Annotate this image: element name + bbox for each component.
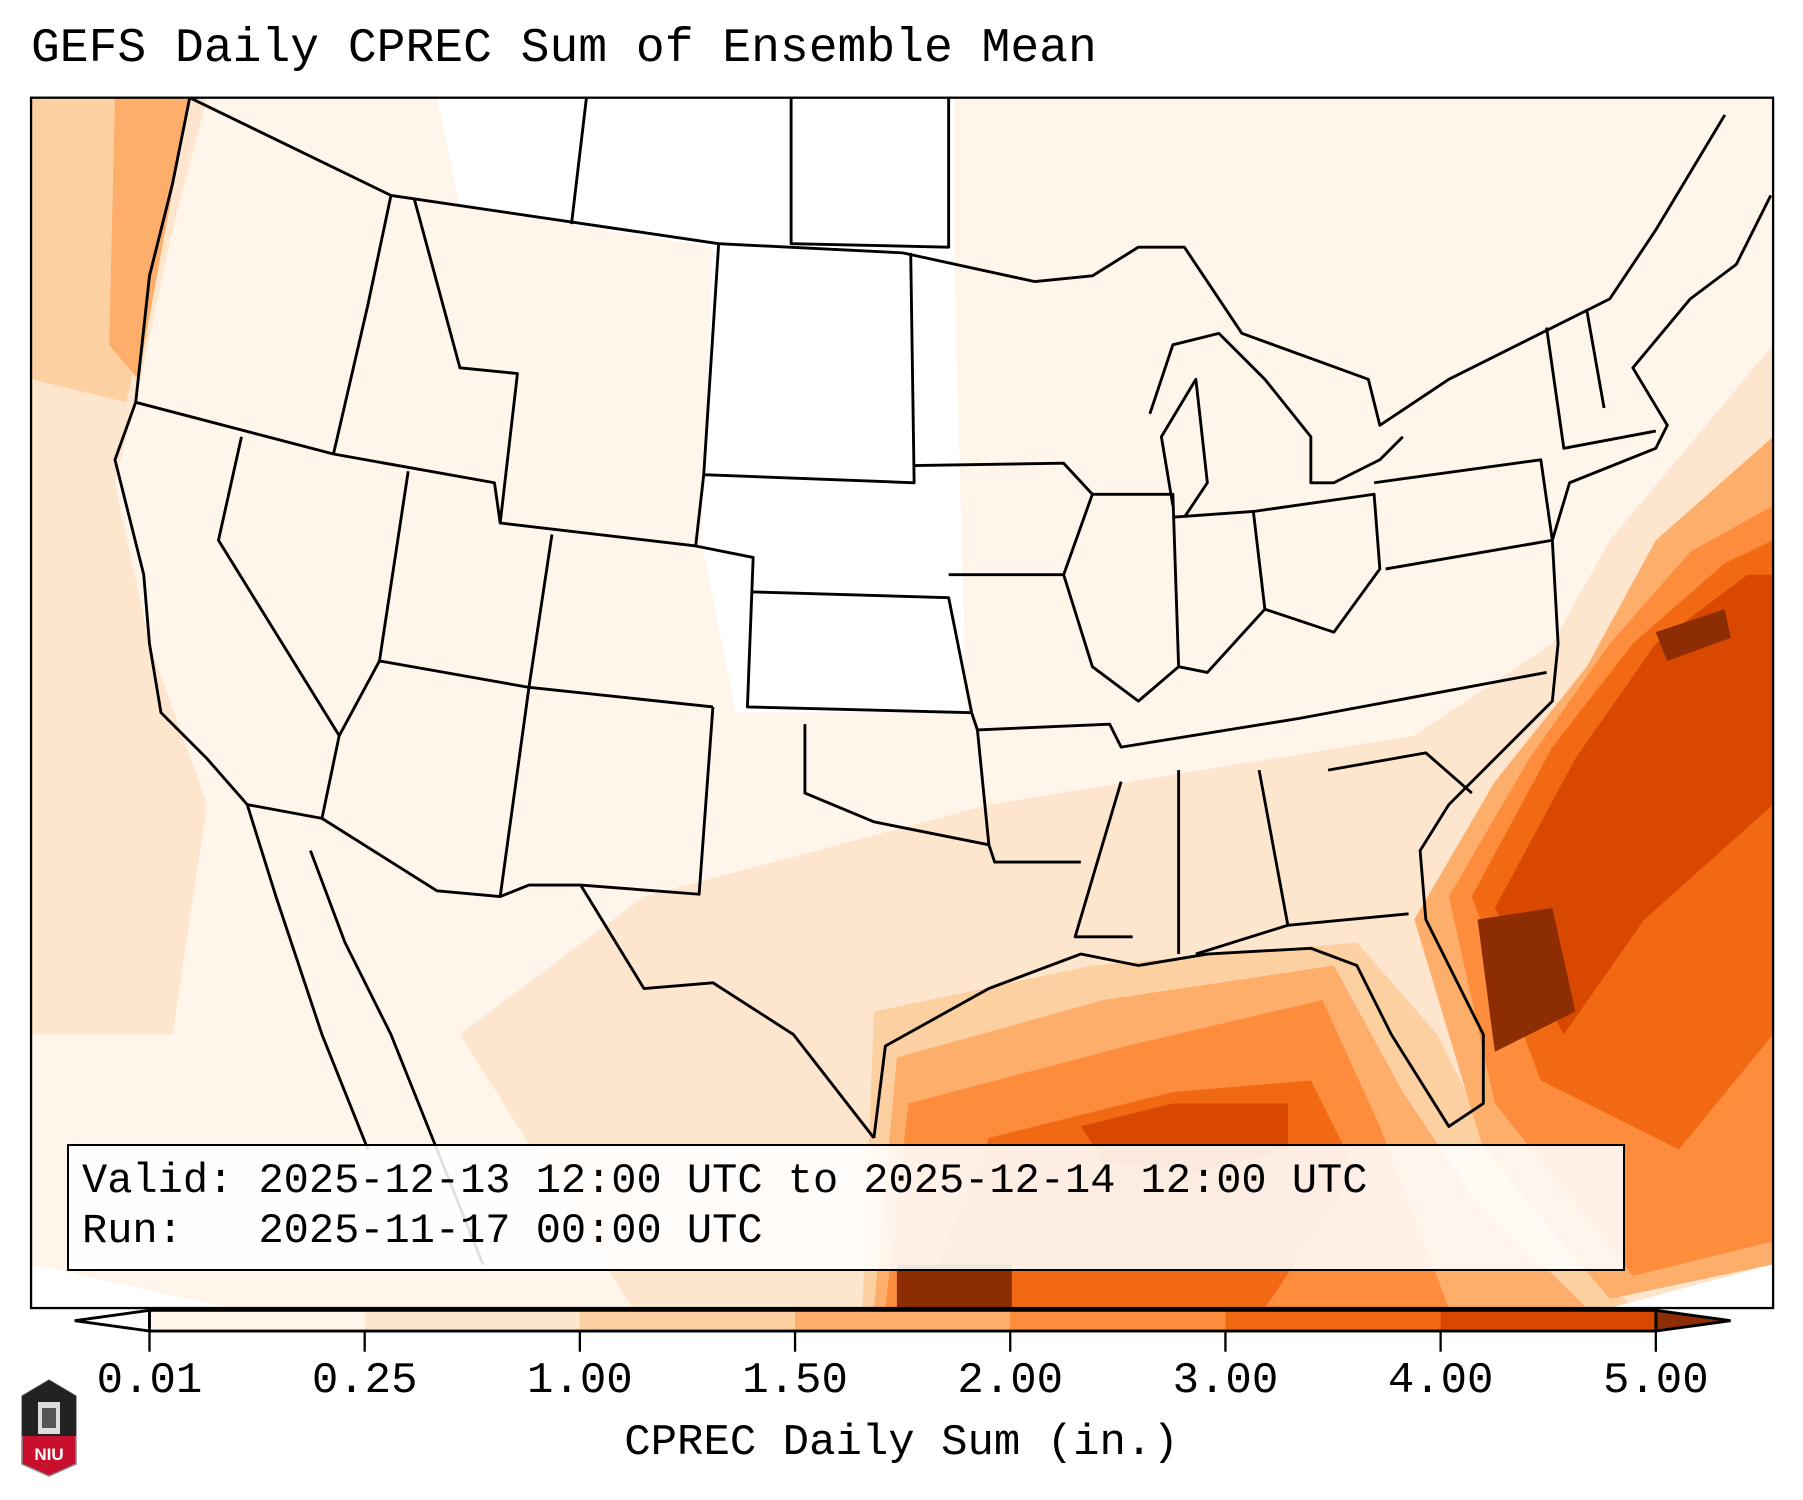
border-canada [189, 96, 1727, 427]
colorbar-segment [579, 1310, 796, 1332]
run-label: Run: [82, 1207, 183, 1255]
precip-gulf-core [896, 1264, 1012, 1309]
run-value: 2025-11-17 00:00 UTC [258, 1207, 763, 1255]
chart-title: GEFS Daily CPREC Sum of Ensemble Mean [31, 22, 1097, 76]
colorbar-segment [149, 1310, 366, 1332]
state-line [1062, 492, 1181, 703]
colorbar-tick-label: 2.00 [957, 1356, 1064, 1406]
state-line [217, 436, 341, 819]
colorbar-over-arrow [1654, 1308, 1731, 1333]
state-line [803, 724, 1081, 864]
state-line [1253, 492, 1382, 634]
state-line [412, 197, 519, 524]
colorbar-segment [795, 1310, 1011, 1332]
state-line [498, 534, 554, 897]
state-line [753, 590, 974, 713]
precip-atl-core2 [1655, 609, 1731, 661]
map-boundaries [113, 96, 1773, 1265]
colorbar-label: CPREC Daily Sum (in.) [624, 1418, 1179, 1468]
outside-domain-right [1609, 1264, 1774, 1309]
precip-field [31, 97, 1774, 1309]
state-line [914, 461, 1094, 577]
colorbar [74, 1308, 1731, 1352]
state-line [378, 471, 410, 662]
state-line [702, 243, 916, 485]
state-line [580, 706, 715, 896]
colorbar-tick-label: 1.50 [742, 1356, 848, 1406]
colorbar-segment [1440, 1310, 1657, 1332]
niu-logo: NIU [21, 1379, 77, 1477]
precip-nplains-dry [436, 97, 966, 713]
colorbar-tick-label: 0.25 [311, 1356, 418, 1406]
colorbar-tick-label: 4.00 [1387, 1356, 1494, 1406]
state-line [1373, 458, 1554, 571]
state-line [337, 659, 714, 737]
lake-michigan [1159, 377, 1209, 519]
state-line [1327, 751, 1473, 795]
colorbar-segment [1010, 1310, 1227, 1332]
logo-text: NIU [34, 1445, 63, 1464]
state-line [970, 671, 1547, 749]
colorbar-segment [1225, 1310, 1442, 1332]
state-line [135, 400, 972, 715]
coastline-gulf [872, 194, 1773, 1139]
state-line [1073, 781, 1133, 939]
state-line [570, 97, 588, 225]
valid-value: 2025-12-13 12:00 UTC to 2025-12-14 12:00… [258, 1157, 1368, 1205]
state-line [975, 729, 991, 845]
state-line [332, 195, 393, 455]
state-line [694, 474, 706, 547]
colorbar-tick-label: 1.00 [527, 1356, 633, 1406]
colorbar-tick-label: 5.00 [1603, 1356, 1709, 1406]
great-lakes [1148, 331, 1404, 485]
precip-atl-core [1477, 908, 1576, 1052]
state-line [789, 97, 951, 249]
coastline-west [113, 97, 370, 1150]
colorbar-tick-label: 0.01 [96, 1356, 203, 1406]
valid-label: Valid: [82, 1157, 234, 1205]
colorbar-tick-label: 3.00 [1172, 1356, 1279, 1406]
state-line [1585, 310, 1606, 409]
colorbar-segment [364, 1310, 581, 1332]
colorbar-frame [148, 1308, 1658, 1333]
colorbar-under-arrow [74, 1308, 151, 1333]
precip-atl-4 [1494, 574, 1774, 1035]
border-mexico [246, 803, 876, 1139]
map-frame [29, 96, 1775, 1310]
precip-pacific-core [109, 97, 190, 380]
state-line [1545, 327, 1657, 450]
state-line [1195, 923, 1289, 956]
validity-legend: Valid: 2025-12-13 12:00 UTC to 2025-12-1… [67, 1144, 1625, 1271]
